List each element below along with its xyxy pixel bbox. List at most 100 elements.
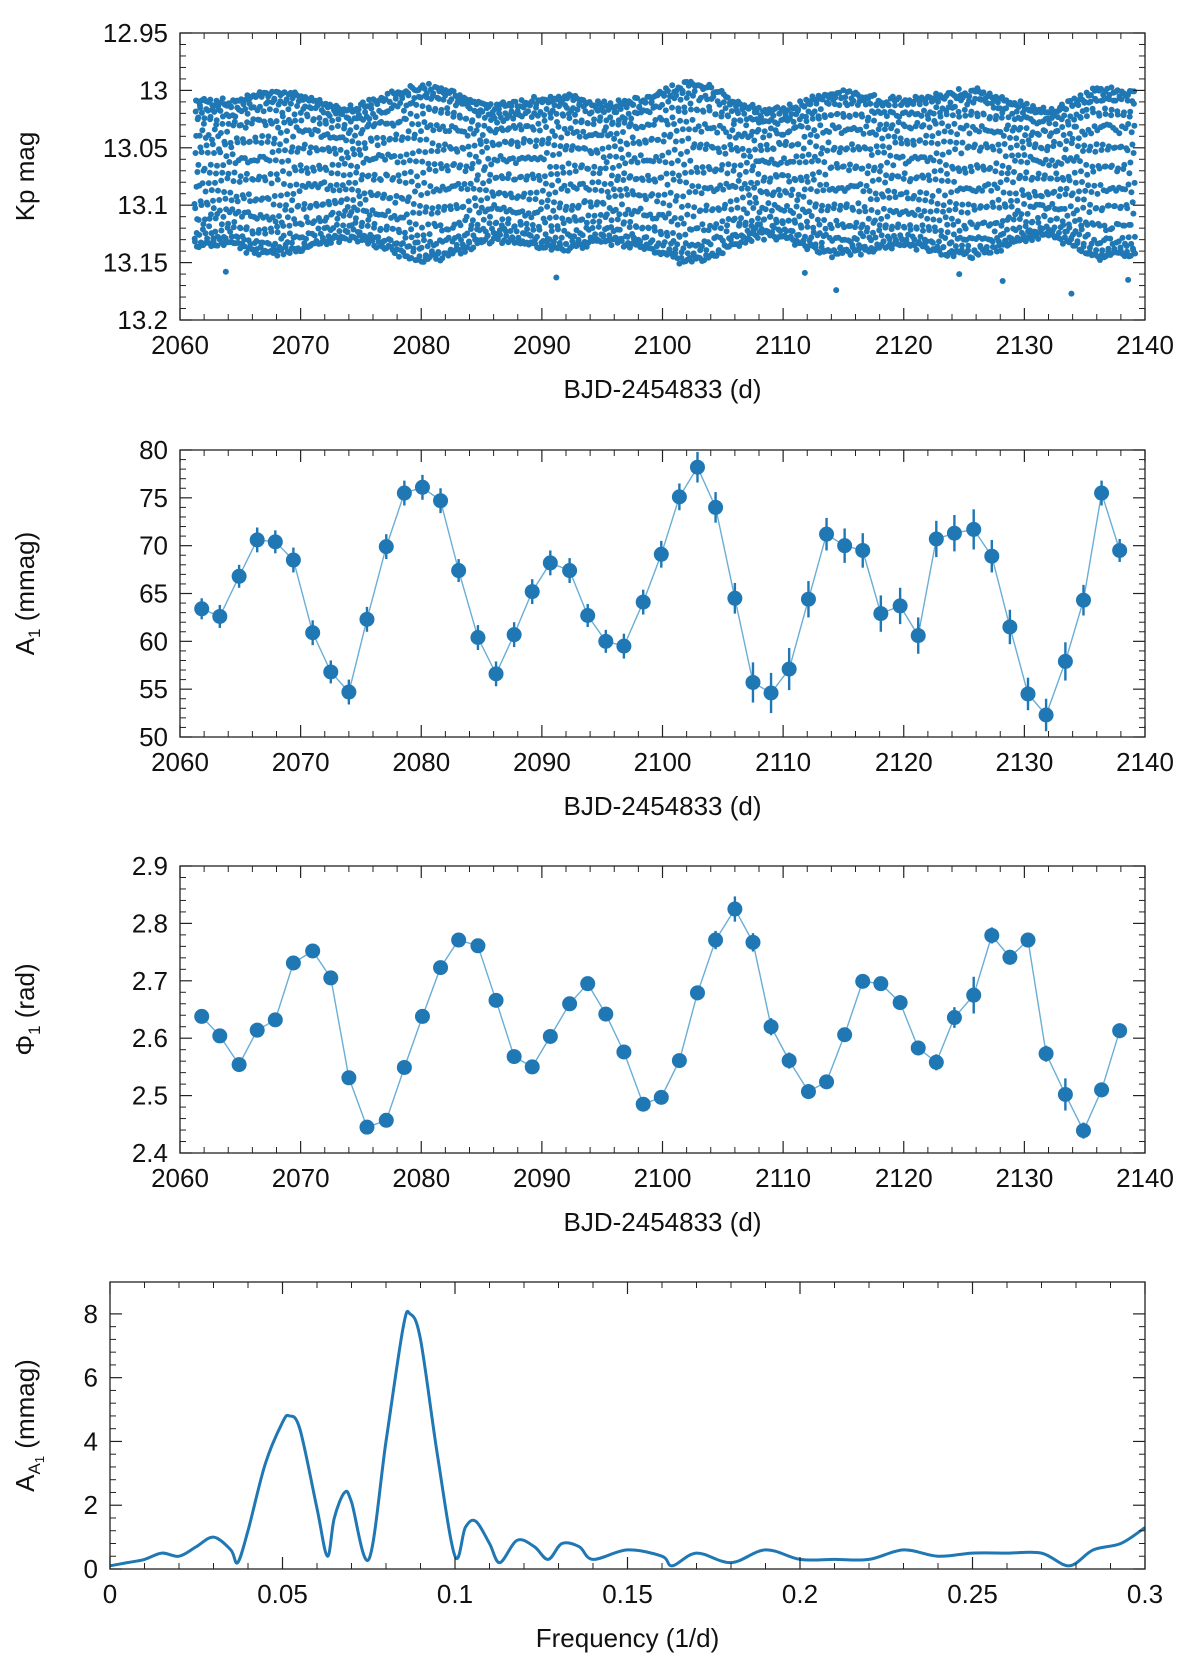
- lightcurve-point: [503, 232, 510, 239]
- lightcurve-point: [996, 204, 1003, 211]
- lightcurve-point: [633, 125, 640, 132]
- lightcurve-point: [479, 148, 486, 155]
- lightcurve-point: [934, 140, 941, 147]
- lightcurve-point: [1014, 197, 1021, 204]
- lightcurve-point: [579, 216, 586, 223]
- lightcurve-point: [822, 171, 829, 178]
- lightcurve-point: [778, 159, 784, 166]
- lightcurve-point: [806, 208, 812, 215]
- lightcurve-point: [372, 114, 379, 121]
- data-point: [285, 955, 301, 971]
- lightcurve-point: [412, 221, 419, 228]
- lightcurve-point: [410, 245, 417, 252]
- lightcurve-point: [427, 122, 434, 129]
- lightcurve-point: [895, 221, 902, 228]
- lightcurve-point: [282, 206, 289, 213]
- lightcurve-point: [892, 139, 899, 146]
- lightcurve-point: [1051, 138, 1057, 145]
- lightcurve-point: [227, 228, 234, 235]
- lightcurve-point: [731, 162, 738, 169]
- lightcurve-point: [883, 121, 890, 128]
- lightcurve-point: [589, 179, 596, 186]
- data-point: [580, 608, 596, 624]
- lightcurve-point: [1118, 203, 1124, 210]
- data-point: [562, 563, 578, 579]
- lightcurve-point: [649, 237, 656, 244]
- lightcurve-point: [667, 131, 674, 138]
- lightcurve-point: [695, 183, 702, 190]
- lightcurve-point: [783, 189, 790, 196]
- lightcurve-point: [754, 180, 761, 186]
- lightcurve-point: [1000, 189, 1007, 196]
- lightcurve-point: [441, 203, 448, 210]
- lightcurve-point: [895, 119, 902, 126]
- lightcurve-point: [257, 103, 263, 110]
- lightcurve-point: [956, 227, 963, 234]
- lightcurve-point: [599, 145, 606, 152]
- data-point: [542, 1028, 558, 1044]
- lightcurve-point: [918, 112, 925, 119]
- lightcurve-point: [927, 208, 934, 215]
- x-tick-label: 2100: [634, 747, 692, 777]
- x-tick-label: 0.3: [1127, 1579, 1163, 1609]
- lightcurve-point: [650, 121, 657, 128]
- lightcurve-point: [566, 115, 573, 122]
- lightcurve-point: [737, 117, 744, 124]
- lightcurve-point: [1029, 237, 1035, 244]
- lightcurve-point: [664, 121, 671, 128]
- lightcurve-point: [454, 205, 461, 212]
- y-tick-label: 60: [139, 626, 168, 656]
- lightcurve-point: [1128, 189, 1135, 196]
- lightcurve-point: [710, 124, 717, 131]
- lightcurve-point: [555, 177, 562, 184]
- lightcurve-point: [572, 168, 579, 175]
- lightcurve-point: [990, 146, 997, 153]
- lightcurve-point: [681, 161, 688, 168]
- lightcurve-point: [502, 192, 509, 199]
- lightcurve-point: [978, 144, 985, 151]
- lightcurve-point: [860, 233, 867, 240]
- lightcurve-point: [922, 139, 929, 146]
- lightcurve-point: [685, 90, 692, 97]
- lightcurve-point: [702, 207, 709, 214]
- lightcurve-point: [682, 231, 689, 238]
- lightcurve-point: [874, 196, 880, 203]
- lightcurve-point: [418, 244, 425, 251]
- lightcurve-point: [345, 154, 351, 161]
- data-point: [1057, 653, 1073, 669]
- lightcurve-point: [739, 194, 746, 201]
- lightcurve-point: [891, 188, 898, 195]
- data-point: [323, 664, 339, 680]
- data-point: [1002, 619, 1018, 635]
- lightcurve-point: [308, 131, 315, 138]
- lightcurve-point: [1073, 123, 1079, 130]
- lightcurve-point: [194, 169, 201, 175]
- lightcurve-point: [923, 132, 930, 139]
- lightcurve-point: [993, 219, 1000, 226]
- lightcurve-point: [533, 137, 540, 144]
- lightcurve-point: [1058, 160, 1065, 167]
- lightcurve-point: [738, 185, 745, 192]
- lightcurve-point: [942, 235, 949, 241]
- lightcurve-point: [499, 216, 506, 223]
- lightcurve-point: [850, 97, 857, 104]
- lightcurve-point: [921, 107, 927, 114]
- lightcurve-point: [237, 173, 244, 180]
- lightcurve-point: [831, 101, 838, 108]
- lightcurve-point: [463, 115, 470, 122]
- lightcurve-point: [683, 94, 690, 101]
- lightcurve-point: [888, 245, 895, 252]
- lightcurve-point: [269, 149, 276, 156]
- lightcurve-point: [465, 198, 472, 205]
- data-point: [910, 1040, 926, 1056]
- lightcurve-point: [328, 239, 334, 246]
- lightcurve-point: [660, 200, 667, 207]
- lightcurve-point: [230, 178, 237, 185]
- lightcurve-point: [999, 218, 1006, 224]
- lightcurve-point: [702, 146, 709, 152]
- lightcurve-point: [220, 213, 227, 220]
- lightcurve-point: [803, 173, 810, 180]
- lightcurve-point: [348, 209, 355, 216]
- lightcurve-point: [545, 140, 552, 147]
- lightcurve-point: [1011, 124, 1018, 131]
